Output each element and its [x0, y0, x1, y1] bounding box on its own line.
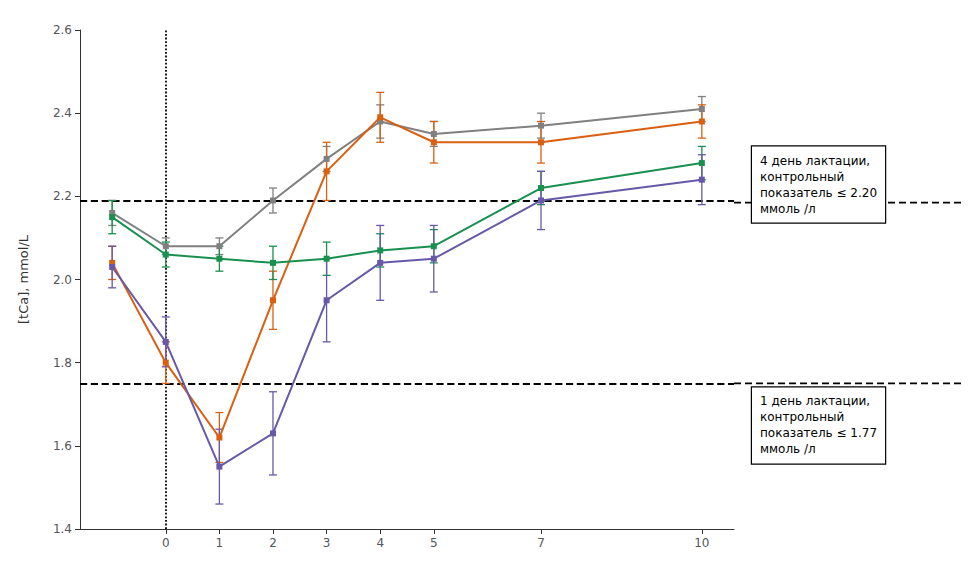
svg-text:1 день лактации,: 1 день лактации,: [760, 394, 870, 408]
svg-text:[tCa], mmol/L: [tCa], mmol/L: [16, 234, 31, 324]
svg-text:0: 0: [162, 536, 170, 550]
svg-text:4 день лактации,: 4 день лактации,: [760, 154, 870, 168]
svg-text:7: 7: [537, 536, 545, 550]
svg-text:2.0: 2.0: [53, 273, 72, 287]
svg-text:3: 3: [323, 536, 331, 550]
svg-text:2: 2: [269, 536, 277, 550]
svg-text:контрольный: контрольный: [760, 170, 844, 184]
svg-text:2.2: 2.2: [53, 189, 72, 203]
svg-text:5: 5: [430, 536, 438, 550]
svg-text:2.4: 2.4: [53, 106, 72, 120]
svg-text:показатель ≤ 2.20: показатель ≤ 2.20: [760, 186, 877, 200]
svg-text:показатель ≤ 1.77: показатель ≤ 1.77: [760, 426, 877, 440]
svg-text:1: 1: [216, 536, 224, 550]
svg-text:1.8: 1.8: [53, 356, 72, 370]
svg-text:2.6: 2.6: [53, 23, 72, 37]
svg-text:1.4: 1.4: [53, 522, 72, 536]
svg-text:10: 10: [694, 536, 709, 550]
svg-text:ммоль /л: ммоль /л: [760, 442, 816, 456]
svg-text:контрольный: контрольный: [760, 410, 844, 424]
svg-text:1.6: 1.6: [53, 439, 72, 453]
svg-text:ммоль /л: ммоль /л: [760, 202, 816, 216]
svg-text:4: 4: [376, 536, 384, 550]
